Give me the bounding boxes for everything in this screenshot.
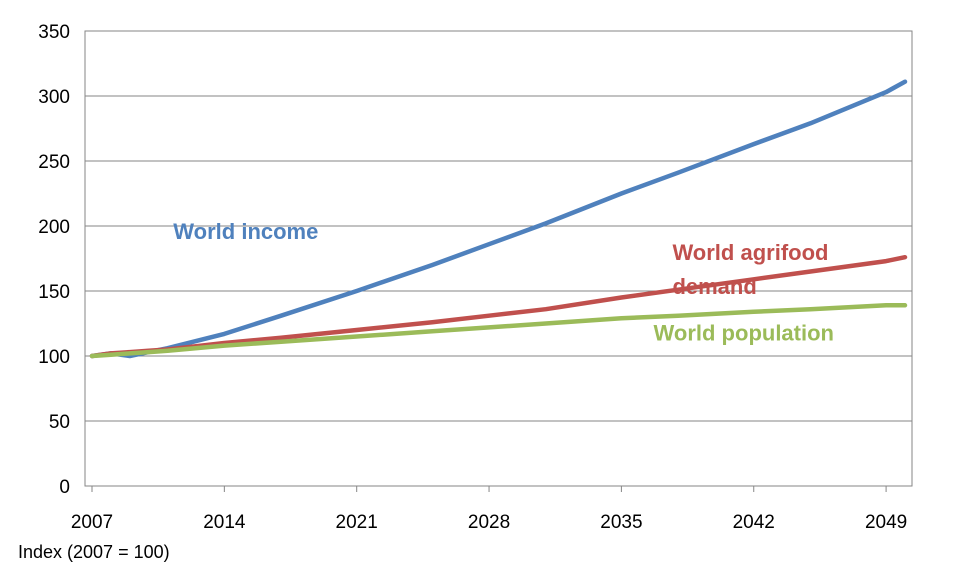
x-tick-label: 2007 [71,512,113,533]
series-label-line: World population [654,320,834,345]
y-tick-label: 100 [38,347,70,368]
y-tick-label: 250 [38,152,70,173]
series-label: World agrifood demand [672,240,828,299]
y-tick-label: 150 [38,282,70,303]
x-tick-label: 2028 [468,512,510,533]
x-tick-label: 2035 [600,512,642,533]
series-label-line: demand [672,274,756,299]
x-axis-ticks: 2007 2014 2021 2028 2035 2042 2049 [71,486,907,533]
y-tick-label: 200 [38,217,70,238]
series-label: World population [654,320,834,345]
gridlines [85,30,912,422]
plot-area [84,30,913,487]
series-line-world-population [89,303,908,359]
series-label: World income [173,219,318,244]
series-label-line: World income [173,219,318,244]
x-tick-label: 2042 [733,512,775,533]
series-label-line: World agrifood [672,240,828,265]
x-tick-label: 2014 [203,512,246,533]
series-lines [89,79,908,359]
series-annotations: World income World agrifood demand World po… [173,219,834,345]
y-axis-ticks: 0 50 100 150 200 250 300 350 [38,22,70,498]
x-tick-label: 2049 [865,512,907,533]
y-tick-label: 0 [59,477,70,498]
y-tick-label: 300 [38,87,70,108]
y-tick-label: 350 [38,22,70,43]
index-note: Index (2007 = 100) [18,542,170,562]
x-tick-label: 2021 [336,512,378,533]
y-tick-label: 50 [49,412,70,433]
